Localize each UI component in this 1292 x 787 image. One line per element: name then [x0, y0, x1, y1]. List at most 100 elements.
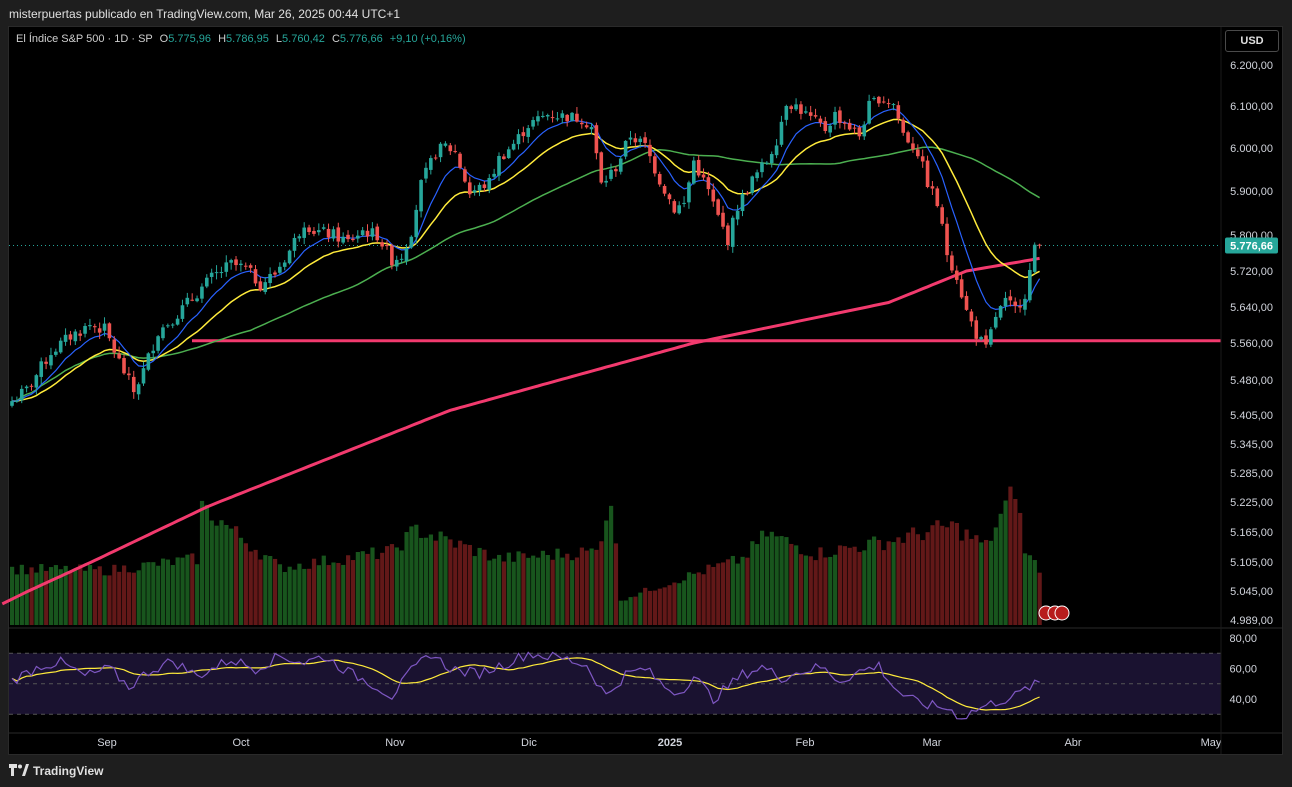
volume-bar [716, 563, 721, 625]
candle [380, 239, 384, 250]
candle [399, 253, 404, 264]
candle-body [419, 180, 423, 212]
candle-body [579, 122, 584, 125]
candle-body [541, 115, 545, 117]
candle-body [190, 299, 194, 301]
candle-body [516, 134, 521, 145]
candle [497, 152, 501, 182]
candle-body [321, 227, 326, 229]
candle-body [657, 174, 662, 185]
volume-bar [1003, 500, 1008, 625]
volume-bar [871, 536, 877, 625]
volume-bar [623, 600, 628, 625]
volume-bar [331, 562, 336, 625]
volume-bar [750, 541, 755, 625]
candle [920, 149, 925, 168]
candle-body [692, 160, 696, 184]
currency-button[interactable]: USD [1225, 30, 1279, 52]
candle-body [550, 117, 555, 119]
volume-bar [419, 537, 424, 625]
volume-bar [828, 556, 833, 625]
volume-bar [764, 536, 770, 625]
candle [107, 322, 112, 342]
volume-bar [954, 522, 959, 625]
candle [375, 223, 380, 243]
volume-bar [925, 532, 930, 625]
volume-bar [39, 564, 44, 625]
volume-bar [540, 550, 546, 625]
volume-bar [969, 538, 974, 625]
symbol-legend[interactable]: El Índice S&P 500 · 1D · SP O5.775,96 H5… [16, 33, 466, 45]
volume-bar [628, 597, 633, 625]
candle [161, 324, 165, 341]
volume-bar [302, 568, 307, 625]
candle [696, 155, 701, 178]
candle [633, 133, 638, 147]
candle-body [151, 350, 156, 354]
candle [813, 108, 818, 119]
candle [321, 223, 326, 231]
candle [29, 383, 34, 391]
candle-body [721, 212, 725, 227]
volume-bar [268, 556, 273, 625]
candle [24, 385, 29, 393]
volume-bar [584, 550, 589, 625]
candle [721, 205, 725, 230]
candle [331, 226, 336, 242]
candle [799, 101, 803, 120]
candle [273, 270, 277, 278]
time-axis: Sep Oct Nov Dic 2025 Feb Mar Abr May [97, 737, 1222, 749]
candle-body [857, 127, 862, 137]
candle-body [273, 272, 277, 275]
candle [989, 326, 993, 348]
volume-bar [141, 562, 146, 625]
candle [740, 189, 745, 217]
candle-body [925, 160, 930, 188]
candle [881, 96, 886, 104]
candle-body [560, 113, 565, 118]
candle [63, 328, 68, 346]
volume-bar [940, 525, 945, 625]
candle [594, 122, 599, 160]
volume-bar [682, 580, 687, 625]
candle [34, 373, 39, 395]
candle-body [399, 258, 404, 260]
candle-body [239, 263, 243, 266]
candle-body [701, 174, 706, 178]
candle-body [39, 361, 44, 377]
volume-bar [711, 566, 716, 625]
candle [482, 180, 487, 192]
candle-body [141, 368, 146, 384]
candle [867, 94, 871, 125]
volume-bar [448, 539, 453, 625]
volume-bar [375, 559, 380, 625]
volume-bar [998, 513, 1003, 625]
candle-body [355, 235, 360, 239]
candle-body [838, 110, 842, 123]
candle-body [779, 121, 784, 145]
candle [341, 232, 345, 245]
candle-body [166, 325, 170, 327]
candle-body [19, 388, 24, 401]
candle-body [170, 324, 175, 326]
candle [1032, 242, 1037, 274]
candle [88, 318, 92, 330]
candle-body [331, 229, 336, 239]
volume-bar [1013, 498, 1018, 625]
candle-body [287, 250, 292, 264]
candle [297, 233, 302, 242]
candle-body [828, 125, 832, 133]
candle-body [404, 248, 409, 262]
volume-bar [774, 536, 779, 625]
open-label: O [159, 33, 169, 45]
candle [404, 244, 409, 265]
volume-bar [282, 572, 287, 625]
sma-200-line [1, 256, 1040, 606]
candle-body [906, 132, 910, 143]
volume-bar [44, 570, 49, 625]
attribution-bar: misterpuertas publicado en TradingView.c… [0, 0, 1292, 26]
candle [711, 183, 716, 207]
candle-body [536, 116, 540, 122]
footer-brand[interactable]: TradingView [9, 764, 103, 780]
